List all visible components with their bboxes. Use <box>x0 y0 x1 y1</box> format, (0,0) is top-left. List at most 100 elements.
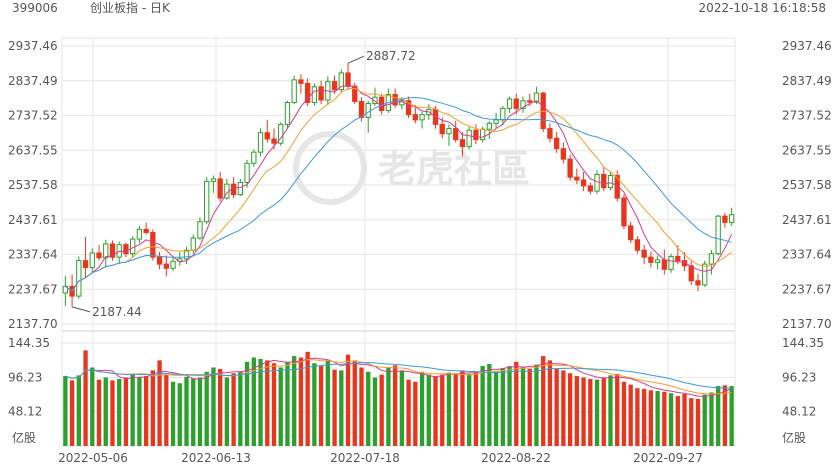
candle-body <box>567 158 573 178</box>
candle-body <box>527 100 533 103</box>
candle-body <box>96 252 102 259</box>
volume-bar <box>574 376 579 446</box>
candle-body <box>345 72 351 87</box>
volume-bar <box>581 377 586 446</box>
volume-bar <box>164 374 169 446</box>
volume-bar <box>709 392 714 446</box>
volume-bar <box>191 378 196 446</box>
candle-body <box>291 79 297 103</box>
price-tick-label-left: 2637.55 <box>8 143 58 157</box>
volume-bar <box>453 373 458 446</box>
volume-bar <box>184 376 189 446</box>
volume-bar <box>345 354 351 446</box>
volume-bar <box>500 368 505 446</box>
volume-bar <box>244 361 250 446</box>
candle-body <box>392 93 398 106</box>
candle-body <box>634 239 641 251</box>
candle-body <box>156 256 163 265</box>
volume-tick-label-left: 48.12 <box>8 405 42 419</box>
volume-bar <box>211 367 216 446</box>
volume-bar <box>655 391 660 446</box>
candle-body <box>439 123 445 135</box>
candle-body <box>607 174 614 189</box>
candle-body <box>473 129 479 141</box>
candle-body <box>130 238 136 255</box>
volume-bar <box>413 381 418 446</box>
candle-body <box>103 243 109 259</box>
candle-body <box>708 253 715 265</box>
volume-bar <box>218 368 223 446</box>
volume-bar <box>662 391 667 446</box>
volume-bar <box>96 379 102 446</box>
volume-bar <box>143 376 149 446</box>
candle-body <box>628 225 634 241</box>
candle-body <box>244 162 250 183</box>
volume-bar <box>493 371 499 446</box>
volume-bar <box>487 363 492 446</box>
volume-bar <box>352 360 357 446</box>
volume-bar <box>594 379 600 446</box>
candle-body <box>284 101 291 125</box>
price-tick-label-right: 2637.55 <box>782 143 832 157</box>
price-tick-label-right: 2237.67 <box>782 282 832 296</box>
volume-bar <box>258 358 263 446</box>
candle-body <box>601 173 607 189</box>
volume-bar <box>285 361 290 446</box>
volume-bar <box>110 380 115 446</box>
volume-bar <box>399 370 405 446</box>
date-tick-label: 2022-06-13 <box>181 451 251 465</box>
watermark-logo <box>293 131 367 205</box>
date-tick-label: 2022-05-06 <box>58 451 128 465</box>
candle-body <box>379 96 385 111</box>
volume-bar <box>467 373 472 446</box>
candle-body <box>446 128 452 135</box>
candle-body <box>230 183 237 196</box>
volume-bar <box>197 377 203 446</box>
price-tick-label-left: 2837.49 <box>8 74 58 88</box>
price-ma-short-line <box>65 85 733 292</box>
candle-body <box>675 255 681 262</box>
volume-bar <box>446 372 452 446</box>
volume-bar <box>561 370 566 446</box>
price-tick-label-left: 2737.52 <box>8 109 58 123</box>
volume-bar <box>635 388 640 446</box>
volume-ma-long-line <box>65 362 732 389</box>
volume-bar <box>379 374 384 446</box>
candle-body <box>715 215 721 255</box>
candle-body <box>574 176 580 181</box>
volume-bar <box>157 360 162 446</box>
volume-bar <box>90 367 95 446</box>
candle-body <box>702 263 708 286</box>
volume-tick-label-right: 96.23 <box>782 370 816 384</box>
candle-body <box>614 174 620 199</box>
candle-body <box>587 185 593 192</box>
candle-body <box>338 72 344 91</box>
volume-bar <box>366 371 371 446</box>
candle-body <box>331 81 338 91</box>
price-tick-label-left: 2237.67 <box>8 282 58 296</box>
candle-body <box>533 92 540 103</box>
volume-bar <box>460 370 465 446</box>
candle-body <box>136 228 143 240</box>
volume-bar <box>641 388 647 446</box>
candle-body <box>661 259 667 270</box>
volume-bar <box>588 378 593 446</box>
volume-bar <box>117 378 122 446</box>
candle-body <box>170 260 176 269</box>
date-tick-label: 2022-08-22 <box>481 451 551 465</box>
index-title: 创业板指 - 日K <box>90 1 170 15</box>
volume-bar <box>473 372 479 446</box>
candle-body <box>358 100 365 118</box>
volume-bar <box>722 385 728 446</box>
volume-tick-label-left: 96.23 <box>8 370 42 384</box>
price-tick-label-right: 2937.46 <box>782 39 832 53</box>
candle-body <box>264 132 270 140</box>
volume-bar <box>601 377 606 446</box>
volume-ma-short-line <box>65 357 732 397</box>
price-tick-label-left: 2437.61 <box>8 213 58 227</box>
candle-body <box>547 128 553 139</box>
volume-bar <box>386 367 391 446</box>
volume-bar <box>238 371 243 446</box>
candle-body <box>204 180 210 223</box>
candle-body <box>486 122 493 130</box>
